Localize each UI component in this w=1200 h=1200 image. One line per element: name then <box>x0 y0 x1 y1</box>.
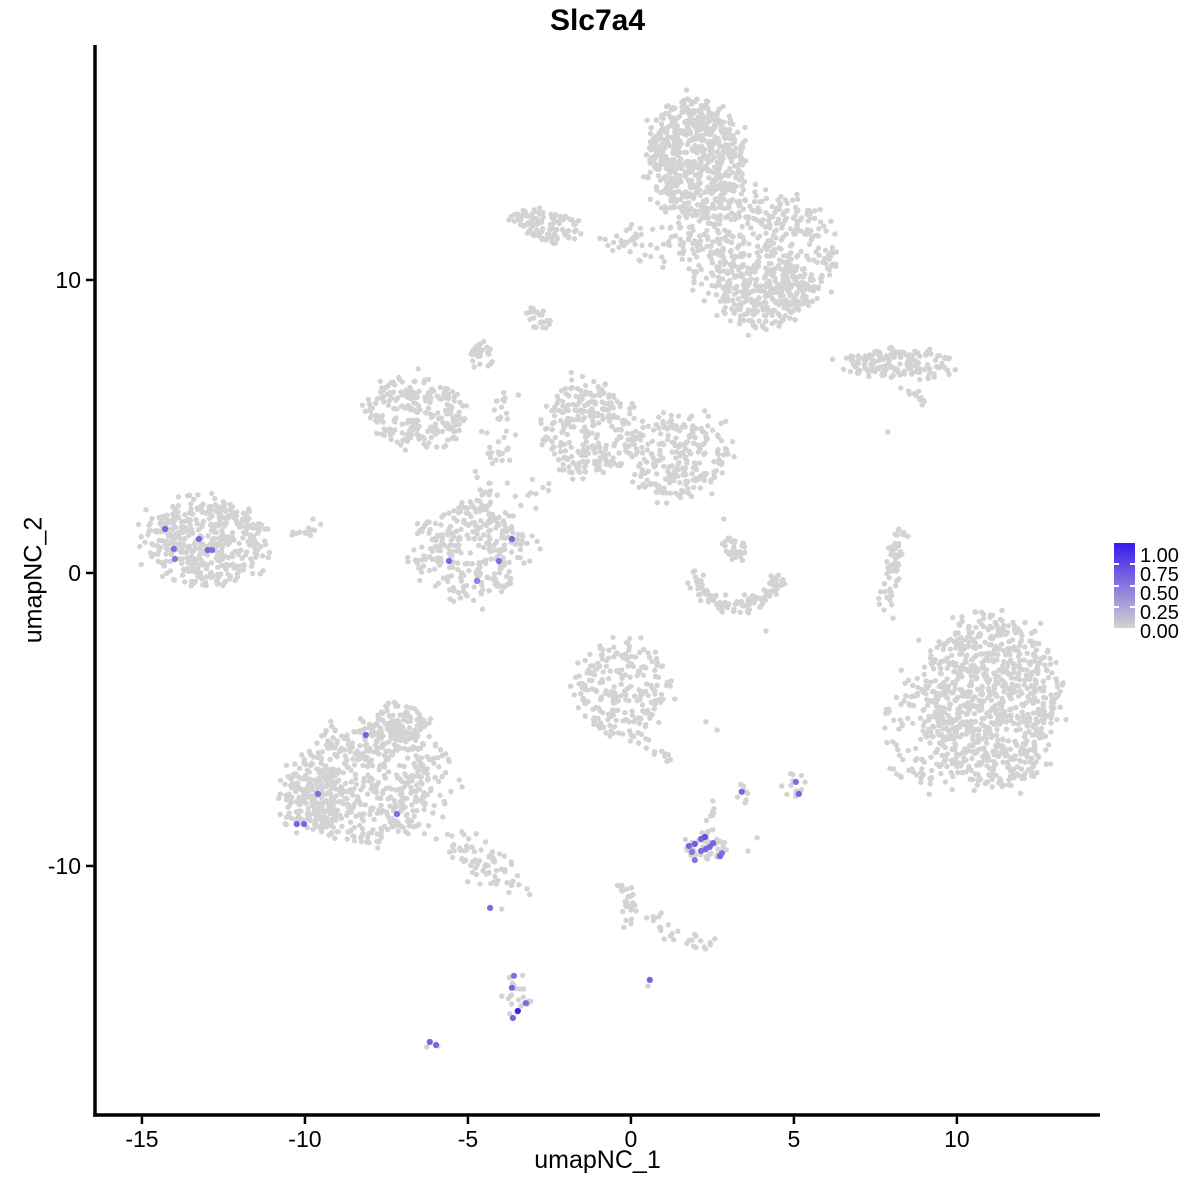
colorbar-break-tick <box>1130 584 1135 587</box>
legend-tick-label: 0.00 <box>1140 621 1179 643</box>
colorbar-break-tick <box>1130 605 1135 608</box>
legend-tick-label: 0.50 <box>1140 583 1179 605</box>
x-tick-label: 0 <box>625 1126 638 1152</box>
x-tick-label: -10 <box>288 1126 321 1152</box>
y-tick-label: 0 <box>68 560 81 586</box>
axes-group: -15 -10 -5 0 5 10 10 0 -10 <box>48 45 1100 1152</box>
legend-colorbar: 1.00 0.75 0.50 0.25 0.00 <box>1114 543 1200 643</box>
colorbar-break-tick <box>1114 563 1119 566</box>
colorbar-break-tick <box>1130 563 1135 566</box>
legend-tick-label: 0.75 <box>1140 564 1179 586</box>
x-axis-label: umapNC_1 <box>534 1146 661 1174</box>
x-tick-label: -15 <box>125 1126 158 1152</box>
x-tick-label: 5 <box>788 1126 801 1152</box>
expressing-cells-group <box>162 525 802 1049</box>
colorbar-gradient <box>1114 543 1135 628</box>
colorbar-break-tick <box>1114 605 1119 608</box>
legend-tick-label: 0.25 <box>1140 602 1179 624</box>
x-tick-label: -5 <box>458 1126 478 1152</box>
x-tick-label: 10 <box>944 1126 970 1152</box>
legend-tick-label: 1.00 <box>1140 545 1179 567</box>
background-cells-group <box>135 87 1069 1050</box>
colorbar-break-tick <box>1114 584 1119 587</box>
y-tick-label: 10 <box>55 267 81 293</box>
y-tick-label: -10 <box>48 853 81 879</box>
plot-title: Slc7a4 <box>549 4 646 37</box>
